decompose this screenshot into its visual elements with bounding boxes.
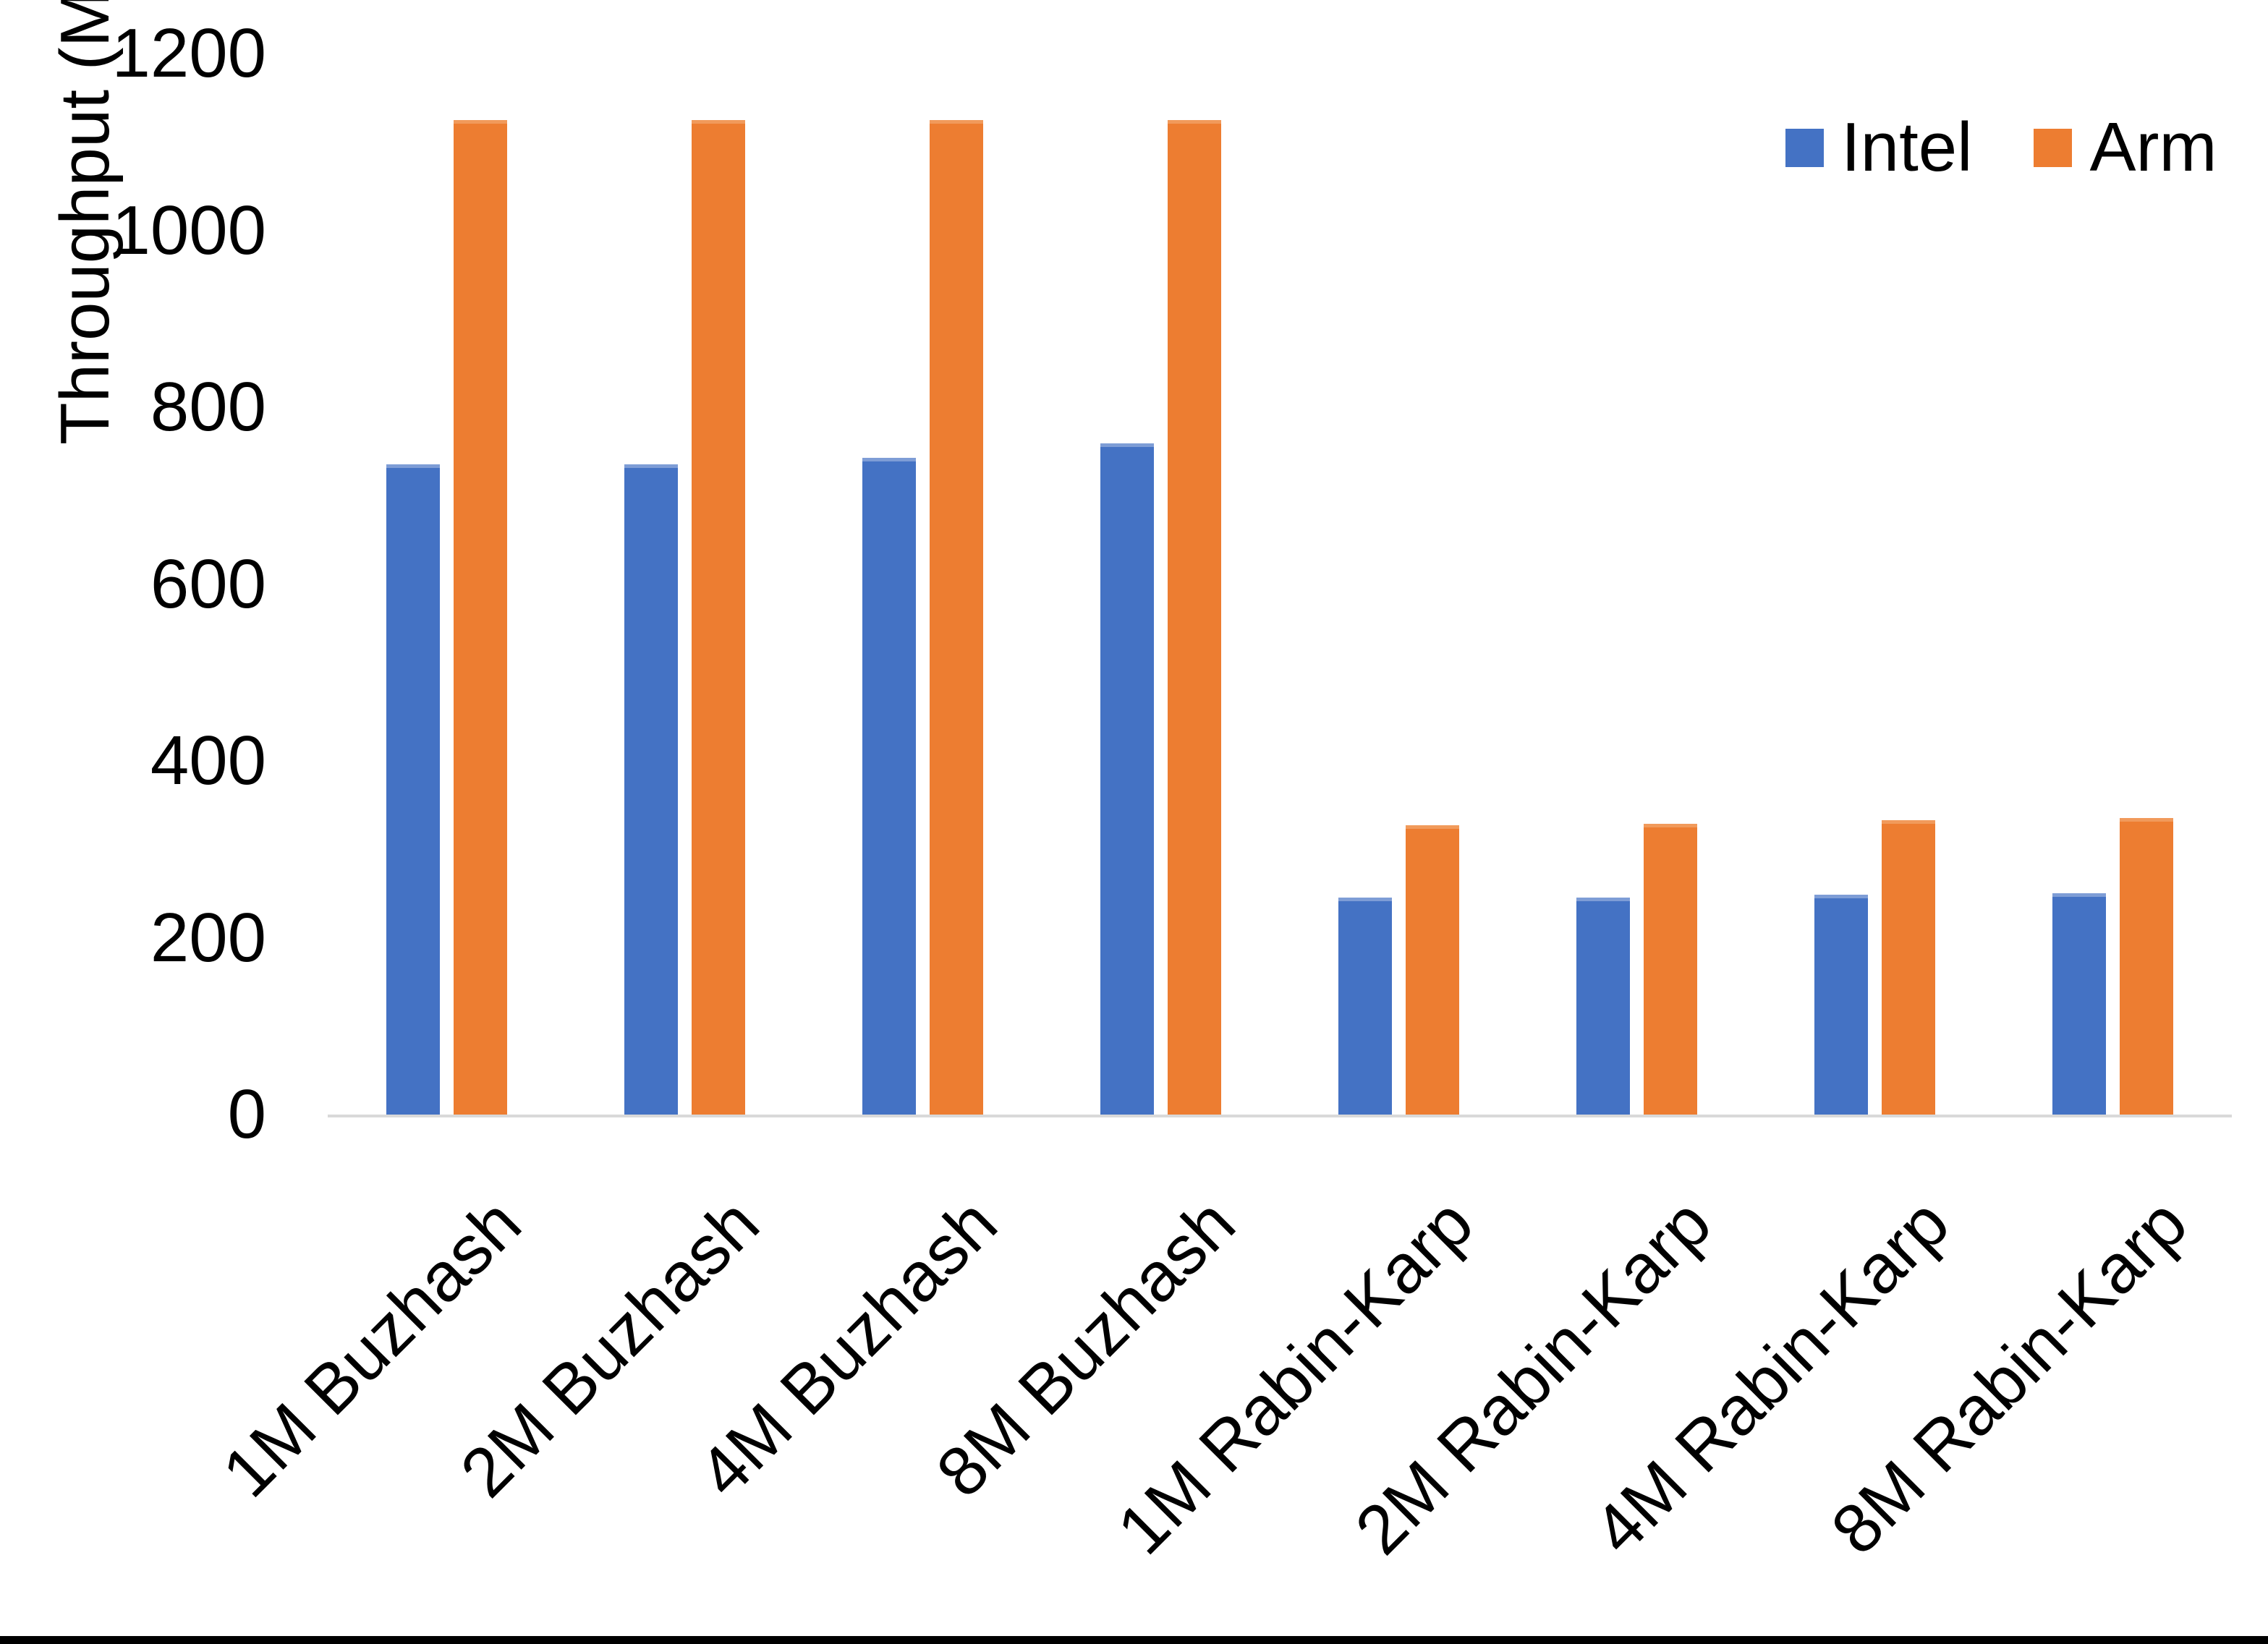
bar-arm-3: [930, 119, 983, 1115]
bar-arm-6: [1644, 823, 1697, 1115]
bar-intel-8: [2052, 893, 2106, 1115]
x-axis-line: [328, 1115, 2232, 1117]
bar-intel-3: [862, 457, 916, 1115]
y-tick-label: 400: [150, 722, 266, 799]
bar-arm-5: [1406, 825, 1459, 1115]
bar-arm-1: [454, 119, 507, 1115]
bar-intel-7: [1814, 894, 1868, 1115]
y-tick-label: 800: [150, 368, 266, 446]
bar-arm-7: [1882, 819, 1935, 1115]
legend-swatch-arm: [2034, 128, 2073, 167]
y-tick-label: 1000: [111, 191, 266, 269]
legend-item-intel: Intel: [1785, 109, 1972, 186]
y-tick-label: 0: [227, 1076, 266, 1153]
bar-intel-5: [1338, 898, 1392, 1115]
bar-arm-4: [1168, 119, 1221, 1115]
page-bottom-border: [0, 1636, 2268, 1644]
legend-swatch-intel: [1785, 128, 1824, 167]
bar-arm-8: [2120, 818, 2173, 1115]
legend-item-arm: Arm: [2034, 109, 2217, 186]
legend-label-intel: Intel: [1841, 108, 1973, 186]
y-tick-label: 1200: [111, 14, 266, 92]
y-tick-label: 200: [150, 898, 266, 976]
chart-legend: Intel Arm: [1785, 109, 2217, 186]
bar-intel-4: [1100, 443, 1154, 1115]
bar-arm-2: [692, 119, 745, 1115]
bar-intel-6: [1576, 898, 1630, 1115]
y-tick-label: 600: [150, 545, 266, 623]
bar-intel-1: [386, 464, 440, 1115]
bar-intel-2: [624, 464, 678, 1115]
legend-label-arm: Arm: [2089, 108, 2217, 186]
